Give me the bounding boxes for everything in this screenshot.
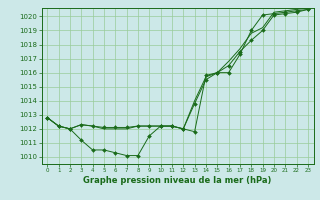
X-axis label: Graphe pression niveau de la mer (hPa): Graphe pression niveau de la mer (hPa): [84, 176, 272, 185]
